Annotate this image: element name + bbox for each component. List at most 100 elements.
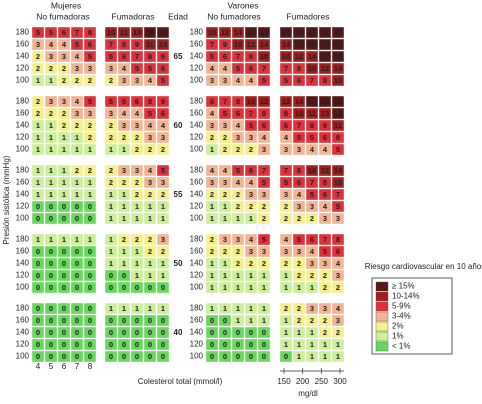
risk-value: 0 bbox=[75, 328, 79, 337]
risk-value: 0 bbox=[122, 340, 126, 349]
risk-cell bbox=[31, 338, 45, 351]
risk-cell bbox=[292, 26, 306, 39]
risk-cell bbox=[279, 119, 293, 132]
risk-value: 2 bbox=[323, 271, 327, 280]
risk-value: 7 bbox=[284, 166, 288, 175]
risk-cell bbox=[279, 62, 293, 75]
risk-cell bbox=[244, 326, 258, 339]
risk-cell bbox=[205, 188, 219, 201]
risk-cell bbox=[331, 176, 345, 189]
risk-cell bbox=[70, 62, 84, 75]
risk-cell bbox=[104, 212, 118, 225]
risk-value: 1 bbox=[223, 214, 227, 223]
risk-value: 2 bbox=[109, 166, 113, 175]
risk-value: 4 bbox=[210, 109, 215, 118]
risk-cell bbox=[104, 281, 118, 294]
risk-cell bbox=[130, 188, 144, 201]
risk-cell bbox=[318, 338, 332, 351]
risk-cell bbox=[305, 245, 319, 258]
risk-cell bbox=[205, 62, 219, 75]
risk-cell bbox=[218, 302, 232, 315]
risk-cell bbox=[104, 164, 118, 177]
sbp-label: 120 bbox=[16, 271, 30, 280]
risk-cell bbox=[218, 62, 232, 75]
sbp-label: 100 bbox=[190, 214, 204, 223]
risk-cell bbox=[143, 38, 157, 51]
risk-cell bbox=[44, 212, 58, 225]
risk-cell bbox=[31, 107, 45, 120]
risk-cell bbox=[44, 245, 58, 258]
risk-value: 5 bbox=[323, 247, 327, 256]
risk-cell bbox=[156, 119, 170, 132]
risk-value: 1 bbox=[236, 214, 240, 223]
sbp-label: 140 bbox=[16, 121, 30, 130]
risk-cell bbox=[83, 50, 97, 63]
risk-cell bbox=[130, 50, 144, 63]
risk-value: 8 bbox=[336, 133, 340, 142]
risk-value: 0 bbox=[62, 328, 66, 337]
risk-value: 4 bbox=[210, 64, 215, 73]
risk-value: 4 bbox=[336, 304, 341, 313]
risk-cell bbox=[57, 200, 71, 213]
risk-cell bbox=[117, 314, 131, 327]
risk-cell bbox=[292, 350, 306, 363]
risk-cell bbox=[83, 26, 97, 39]
risk-cell bbox=[205, 269, 219, 282]
risk-value: 1 bbox=[36, 190, 40, 199]
legend-label: ≥ 15% bbox=[392, 282, 415, 291]
sbp-label: 180 bbox=[190, 304, 204, 313]
risk-value: 2 bbox=[88, 166, 92, 175]
sbp-label: 100 bbox=[16, 283, 30, 292]
risk-value: 0 bbox=[109, 271, 113, 280]
risk-value: 6 bbox=[210, 97, 214, 106]
risk-value: 23 bbox=[321, 40, 329, 49]
risk-cell bbox=[231, 188, 245, 201]
risk-cell bbox=[205, 131, 219, 144]
risk-cell bbox=[70, 350, 84, 363]
risk-cell bbox=[257, 350, 271, 363]
risk-value: 2 bbox=[161, 190, 165, 199]
risk-cell bbox=[305, 269, 319, 282]
risk-value: 0 bbox=[49, 214, 53, 223]
risk-cell bbox=[156, 233, 170, 246]
risk-cell bbox=[130, 257, 144, 270]
risk-cell bbox=[218, 233, 232, 246]
sbp-label: 160 bbox=[16, 178, 30, 187]
risk-value: 12 bbox=[295, 52, 303, 61]
risk-value: 1 bbox=[310, 328, 314, 337]
risk-value: 12 bbox=[321, 166, 329, 175]
risk-value: 16 bbox=[146, 28, 154, 37]
risk-value: 5 bbox=[262, 76, 266, 85]
risk-value: 0 bbox=[49, 271, 53, 280]
risk-value: 3 bbox=[88, 64, 92, 73]
sbp-label: 180 bbox=[190, 97, 204, 106]
risk-value: 17 bbox=[295, 40, 303, 49]
risk-value: 1 bbox=[236, 304, 240, 313]
risk-cell bbox=[318, 38, 332, 51]
risk-cell bbox=[318, 62, 332, 75]
risk-cell bbox=[31, 95, 45, 108]
risk-value: 0 bbox=[122, 352, 126, 361]
risk-cell bbox=[218, 338, 232, 351]
legend-swatch bbox=[375, 341, 389, 352]
risk-value: 3 bbox=[262, 190, 266, 199]
risk-cell bbox=[318, 50, 332, 63]
risk-cell bbox=[31, 233, 45, 246]
risk-cell bbox=[292, 74, 306, 87]
risk-value: 5 bbox=[262, 235, 266, 244]
risk-cell bbox=[231, 74, 245, 87]
risk-cell bbox=[117, 326, 131, 339]
risk-cell bbox=[31, 245, 45, 258]
risk-cell bbox=[231, 164, 245, 177]
risk-value: 0 bbox=[135, 328, 139, 337]
risk-cell bbox=[44, 119, 58, 132]
risk-cell bbox=[83, 326, 97, 339]
risk-value: 2 bbox=[210, 247, 214, 256]
risk-value: 10 bbox=[234, 40, 242, 49]
risk-cell bbox=[44, 26, 58, 39]
risk-cell bbox=[292, 302, 306, 315]
risk-value: 5 bbox=[236, 64, 240, 73]
risk-value: 1 bbox=[109, 247, 113, 256]
risk-cell bbox=[31, 200, 45, 213]
risk-cell bbox=[117, 350, 131, 363]
